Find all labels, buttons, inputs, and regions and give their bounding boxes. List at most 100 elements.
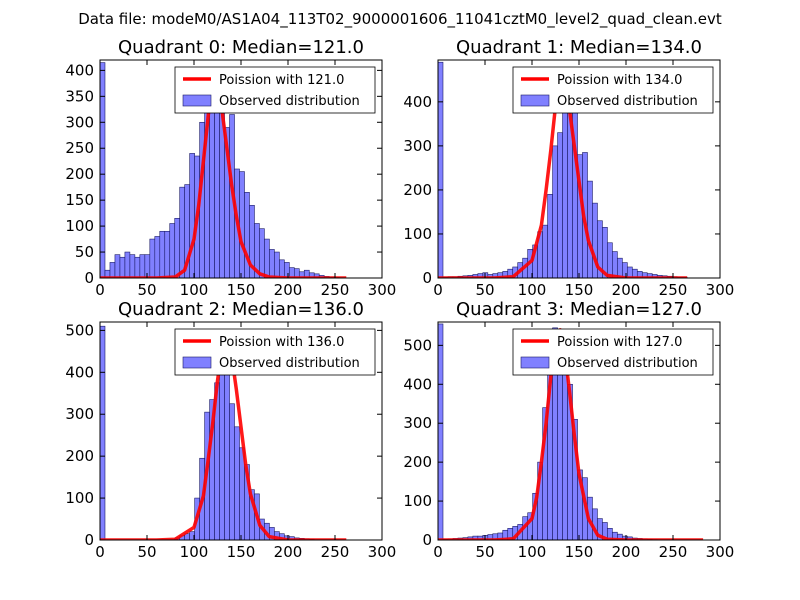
- histogram-bar: [562, 110, 568, 278]
- histogram-bar: [179, 186, 185, 278]
- legend-entry-observed: Observed distribution: [219, 94, 360, 109]
- x-tick-label: 100: [518, 543, 547, 561]
- y-tick-label: 350: [65, 87, 94, 105]
- quadrant-2-title: Quadrant 2: Median=136.0: [118, 299, 364, 320]
- x-tick-label: 150: [227, 543, 256, 561]
- quadrant-1-title: Quadrant 1: Median=134.0: [456, 37, 702, 58]
- x-tick-label: 0: [433, 543, 443, 561]
- histogram-bar: [542, 224, 548, 278]
- y-tick-label: 200: [65, 447, 94, 465]
- x-tick-label: 0: [95, 281, 105, 299]
- histogram-bar: [607, 242, 613, 278]
- quadrant-2-legend: Poission with 136.0 Observed distribution: [174, 328, 376, 376]
- histogram-bar: [274, 251, 280, 278]
- histogram-bar: [269, 249, 275, 278]
- legend-bar-swatch: [182, 356, 212, 369]
- y-tick-label: 0: [84, 269, 94, 287]
- histogram-bar: [159, 230, 166, 278]
- legend-entry-poisson: Poission with 127.0: [557, 335, 682, 350]
- legend-bar-swatch: [520, 94, 550, 107]
- histogram-bar: [124, 251, 131, 278]
- histogram-bar: [622, 262, 628, 278]
- x-tick-label: 250: [321, 281, 350, 299]
- histogram-bar: [100, 62, 106, 278]
- y-tick-label: 200: [65, 165, 94, 183]
- histogram-bar: [149, 238, 156, 278]
- histogram-bar: [612, 251, 618, 278]
- y-tick-label: 0: [84, 531, 94, 549]
- y-tick-label: 100: [403, 492, 432, 510]
- y-tick-label: 100: [65, 217, 94, 235]
- quadrant-0-title: Quadrant 0: Median=121.0: [118, 37, 364, 58]
- y-tick-label: 250: [65, 139, 94, 157]
- y-tick-label: 300: [403, 414, 432, 432]
- x-tick-label: 150: [565, 281, 594, 299]
- quadrant-3-bars: [438, 323, 658, 540]
- x-tick-label: 300: [368, 543, 397, 561]
- histogram-bar: [209, 85, 215, 278]
- x-tick-label: 50: [137, 281, 156, 299]
- y-tick-label: 0: [422, 269, 432, 287]
- y-tick-label: 400: [403, 93, 432, 111]
- histogram-bar: [139, 254, 146, 278]
- histogram-bar: [438, 323, 444, 540]
- histogram-bar: [114, 254, 121, 278]
- y-tick-label: 0: [422, 531, 432, 549]
- y-tick-label: 300: [65, 113, 94, 131]
- histogram-bar: [154, 236, 161, 278]
- histogram-bar: [100, 325, 106, 540]
- histogram-bar: [234, 426, 240, 540]
- histogram-bar: [134, 256, 141, 278]
- y-tick-label: 400: [65, 61, 94, 79]
- x-tick-label: 150: [565, 543, 594, 561]
- y-tick-label: 200: [403, 181, 432, 199]
- histogram-bar: [264, 238, 270, 278]
- y-tick-label: 50: [75, 243, 94, 261]
- x-tick-label: 300: [706, 543, 735, 561]
- legend-entry-observed: Observed distribution: [557, 356, 698, 371]
- y-tick-label: 500: [403, 336, 432, 354]
- x-tick-label: 250: [659, 281, 688, 299]
- x-tick-label: 100: [518, 281, 547, 299]
- histogram-bar: [617, 257, 623, 278]
- quadrant-3-legend: Poission with 127.0 Observed distribution: [512, 328, 714, 376]
- y-tick-label: 400: [403, 375, 432, 393]
- x-tick-label: 50: [137, 543, 156, 561]
- quadrant-1-legend: Poission with 134.0 Observed distribution: [512, 66, 714, 114]
- x-tick-label: 200: [612, 543, 641, 561]
- quadrant-1-plot: Quadrant 1: Median=134.0 0 50 100 150 200 250 3…: [403, 37, 734, 299]
- x-tick-label: 0: [95, 543, 105, 561]
- histogram-bar: [587, 180, 593, 278]
- legend-entry-poisson: Poission with 121.0: [219, 73, 344, 88]
- y-tick-label: 300: [65, 405, 94, 423]
- histogram-bar: [259, 228, 265, 278]
- histogram-bar: [129, 254, 136, 278]
- histogram-bar: [557, 132, 563, 278]
- histogram-bar: [174, 218, 181, 278]
- histogram-bar: [552, 145, 558, 278]
- figure-title: Data file: modeM0/AS1A04_113T02_90000016…: [78, 10, 722, 29]
- x-tick-label: 300: [368, 281, 397, 299]
- y-tick-label: 200: [403, 453, 432, 471]
- x-tick-label: 200: [612, 281, 641, 299]
- histogram-bar: [279, 259, 285, 278]
- legend-entry-poisson: Poission with 136.0: [219, 335, 344, 350]
- histogram-bar: [438, 61, 444, 278]
- x-tick-label: 200: [274, 543, 303, 561]
- x-tick-label: 200: [274, 281, 303, 299]
- histogram-bar: [169, 223, 176, 278]
- y-tick-label: 400: [65, 363, 94, 381]
- histogram-bar: [229, 403, 235, 540]
- y-tick-label: 500: [65, 321, 94, 339]
- y-tick-label: 150: [65, 191, 94, 209]
- histogram-bar: [547, 194, 553, 278]
- histogram-bar: [109, 262, 116, 278]
- x-tick-label: 0: [433, 281, 443, 299]
- x-tick-label: 100: [180, 543, 209, 561]
- histogram-bar: [572, 92, 578, 278]
- x-tick-label: 300: [706, 281, 735, 299]
- legend-entry-poisson: Poission with 134.0: [557, 73, 682, 88]
- legend-bar-swatch: [520, 356, 550, 369]
- quadrant-0-legend: Poission with 121.0 Observed distribution: [174, 66, 376, 114]
- y-tick-label: 100: [403, 225, 432, 243]
